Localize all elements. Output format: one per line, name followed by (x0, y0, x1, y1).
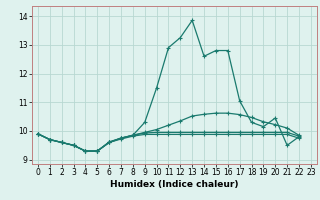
X-axis label: Humidex (Indice chaleur): Humidex (Indice chaleur) (110, 180, 239, 189)
